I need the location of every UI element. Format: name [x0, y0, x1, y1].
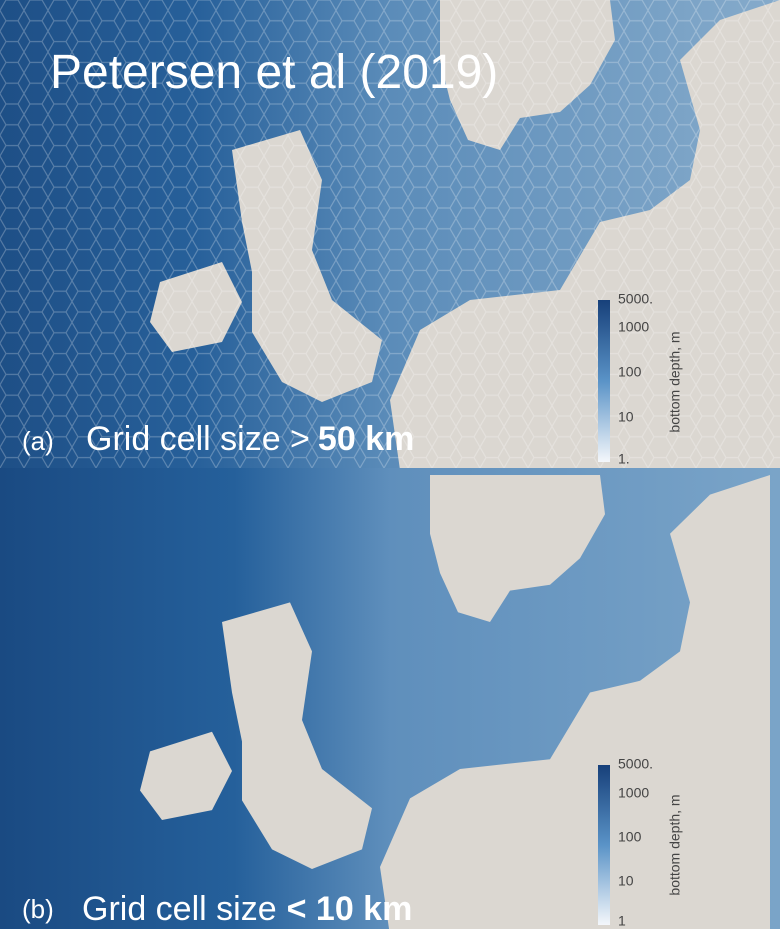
colorbar-tick: 5000. — [618, 291, 653, 307]
panel-a: Petersen et al (2019) 5000. 1000 100 10 … — [0, 0, 780, 470]
colorbar-label: bottom depth, m — [667, 794, 683, 895]
colorbar-tick: 1 — [618, 913, 626, 929]
colorbar-tick: 1000 — [618, 319, 649, 335]
panel-label: (b) — [22, 894, 54, 924]
caption-text: Grid cell size > — [86, 420, 310, 458]
colorbar-tick: 100 — [618, 364, 642, 380]
caption-bold: 50 km — [318, 420, 414, 458]
colorbar-tick: 100 — [618, 829, 642, 845]
colorbar — [598, 765, 610, 925]
caption-bold: < 10 km — [287, 890, 413, 928]
colorbar-tick: 1. — [618, 451, 630, 467]
colorbar-tick: 10 — [618, 873, 634, 889]
caption: Grid cell size >50 km — [86, 420, 414, 458]
colorbar-tick: 10 — [618, 409, 634, 425]
colorbar-tick: 1000 — [618, 785, 649, 801]
caption: Grid cell size < 10 km — [82, 890, 412, 928]
colorbar-label: bottom depth, m — [667, 331, 683, 432]
title: Petersen et al (2019) — [50, 46, 498, 99]
hex-grid — [0, 0, 780, 468]
panel-b: 5000. 1000 100 10 1 bottom depth, m (b) … — [0, 468, 780, 929]
panel-label: (a) — [22, 426, 54, 456]
colorbar — [598, 300, 610, 462]
caption-text: Grid cell size — [82, 890, 277, 928]
colorbar-tick: 5000. — [618, 756, 653, 772]
